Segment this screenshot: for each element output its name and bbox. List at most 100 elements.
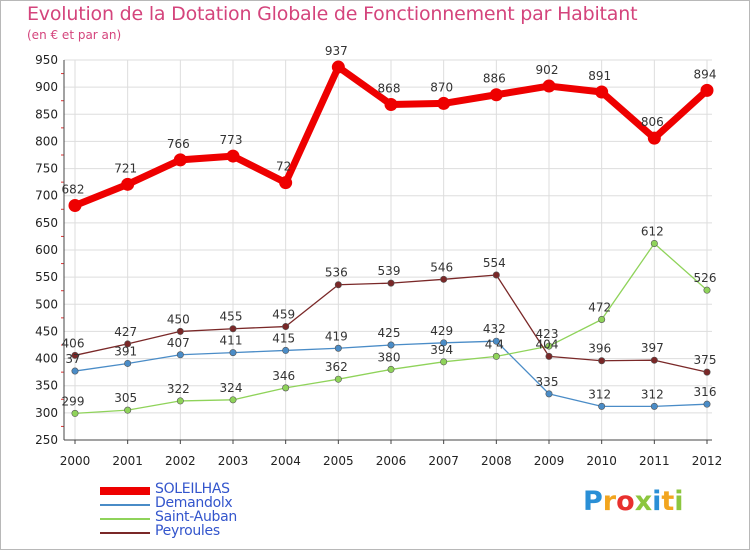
data-point-demandolx — [71, 367, 79, 375]
data-point-saint-auban — [703, 286, 711, 294]
logo-letter: r — [602, 486, 617, 517]
x-tick-label: 2011 — [639, 454, 670, 468]
data-label-soleilhas: 773 — [220, 133, 243, 147]
data-point-peyroules — [282, 323, 290, 331]
y-tick-label: 350 — [35, 379, 58, 393]
data-point-soleilhas — [437, 96, 451, 110]
data-point-saint-auban — [334, 375, 342, 383]
data-label-soleilhas: 721 — [114, 161, 137, 175]
legend-label-peyroules: Peyroules — [155, 523, 220, 539]
data-label-demandolx: 391 — [114, 344, 137, 358]
y-tick-label: 850 — [35, 107, 58, 121]
x-tick-label: 2003 — [218, 454, 249, 468]
data-point-peyroules — [598, 357, 606, 365]
data-point-demandolx — [598, 402, 606, 410]
x-tick-label: 2007 — [428, 454, 459, 468]
data-label-soleilhas: 886 — [483, 72, 506, 86]
data-label-demandolx: 415 — [272, 331, 295, 345]
data-label-saint-auban: 423 — [536, 327, 559, 341]
data-point-peyroules — [334, 281, 342, 289]
data-point-soleilhas — [121, 177, 135, 191]
x-tick-label: 2000 — [60, 454, 91, 468]
y-tick-label: 400 — [35, 352, 58, 366]
data-point-saint-auban — [545, 342, 553, 350]
y-axis: 250 300 350 400 450 500 550 600 650 700 750 800 850 9… — [35, 53, 65, 447]
legend-swatch-saint-auban — [100, 518, 150, 520]
y-tick-label: 800 — [35, 134, 58, 148]
data-label-demandolx: 429 — [430, 324, 453, 338]
data-label-saint-auban: 612 — [641, 224, 664, 238]
y-tick-label: 700 — [35, 189, 58, 203]
data-point-demandolx — [176, 351, 184, 359]
data-point-peyroules — [703, 368, 711, 376]
data-label-saint-auban: 362 — [325, 360, 348, 374]
data-label-demandolx: 316 — [694, 385, 717, 399]
data-point-demandolx — [124, 359, 132, 367]
data-point-saint-auban — [282, 384, 290, 392]
data-point-demandolx — [492, 337, 500, 345]
x-tick-label: 2004 — [270, 454, 301, 468]
logo-letter: t — [661, 486, 675, 517]
data-point-soleilhas — [68, 198, 82, 212]
data-label-peyroules: 404 — [536, 337, 559, 351]
data-point-saint-auban — [71, 409, 79, 417]
grid — [64, 59, 712, 441]
data-point-peyroules — [229, 325, 237, 333]
data-point-saint-auban — [229, 396, 237, 404]
chart-subtitle: (en € et par an) — [27, 28, 122, 42]
data-point-saint-auban — [440, 358, 448, 366]
data-point-demandolx — [282, 346, 290, 354]
data-label-peyroules: 375 — [694, 353, 717, 367]
data-label-demandolx: 419 — [325, 329, 348, 343]
chart-title: Evolution de la Dotation Globale de Fonc… — [27, 3, 638, 25]
data-point-demandolx — [229, 349, 237, 357]
data-label-soleilhas: 894 — [694, 67, 717, 81]
legend-swatch-peyroules — [100, 532, 150, 534]
data-point-demandolx — [387, 341, 395, 349]
x-tick-label: 2002 — [165, 454, 196, 468]
y-tick-label: 500 — [35, 297, 58, 311]
data-labels: 682 721 766 773 72 937 868 870 886 902 891 806 894 37… — [62, 44, 717, 408]
data-label-peyroules: 546 — [430, 260, 453, 274]
data-label-peyroules: 397 — [641, 341, 664, 355]
data-label-saint-auban: 380 — [378, 350, 401, 364]
data-point-peyroules — [440, 275, 448, 283]
logo-letter: x — [634, 486, 653, 517]
data-label-soleilhas: 870 — [430, 80, 453, 94]
data-label-saint-auban: 526 — [694, 271, 717, 285]
data-point-demandolx — [545, 390, 553, 398]
data-point-demandolx — [334, 344, 342, 352]
logo-letter: P — [583, 486, 603, 517]
y-tick-label: 300 — [35, 406, 58, 420]
data-label-demandolx: 425 — [378, 326, 401, 340]
data-label-peyroules: 396 — [588, 342, 611, 356]
data-label-saint-auban: 322 — [167, 382, 190, 396]
data-point-soleilhas — [489, 88, 503, 102]
data-point-saint-auban — [492, 352, 500, 360]
data-label-peyroules: 450 — [167, 312, 190, 326]
legend-label-saint-auban: Saint-Auban — [155, 509, 237, 525]
data-point-saint-auban — [176, 397, 184, 405]
data-label-saint-auban: 346 — [272, 369, 295, 383]
data-point-saint-auban — [387, 365, 395, 373]
legend-label-demandolx: Demandolx — [155, 495, 233, 511]
legend-swatch-demandolx — [100, 504, 150, 506]
y-tick-label: 250 — [35, 433, 58, 447]
data-label-peyroules: 406 — [62, 336, 85, 350]
x-axis: 2000 2001 2002 2003 2004 2005 2006 2007 2008 2009… — [60, 439, 723, 468]
data-label-soleilhas: 868 — [378, 82, 401, 96]
x-tick-label: 2012 — [692, 454, 723, 468]
x-tick-label: 2001 — [112, 454, 143, 468]
data-label-peyroules: 455 — [220, 310, 243, 324]
data-label-demandolx: 312 — [588, 387, 611, 401]
data-label-peyroules: 539 — [378, 264, 401, 278]
x-tick-label: 2006 — [376, 454, 407, 468]
data-point-peyroules — [545, 352, 553, 360]
data-label-saint-auban: 299 — [62, 394, 85, 408]
data-point-peyroules — [650, 356, 658, 364]
data-label-soleilhas: 72 — [276, 160, 291, 174]
data-point-peyroules — [71, 351, 79, 359]
x-tick-label: 2009 — [534, 454, 565, 468]
data-label-soleilhas: 806 — [641, 115, 664, 129]
data-point-soleilhas — [173, 153, 187, 167]
